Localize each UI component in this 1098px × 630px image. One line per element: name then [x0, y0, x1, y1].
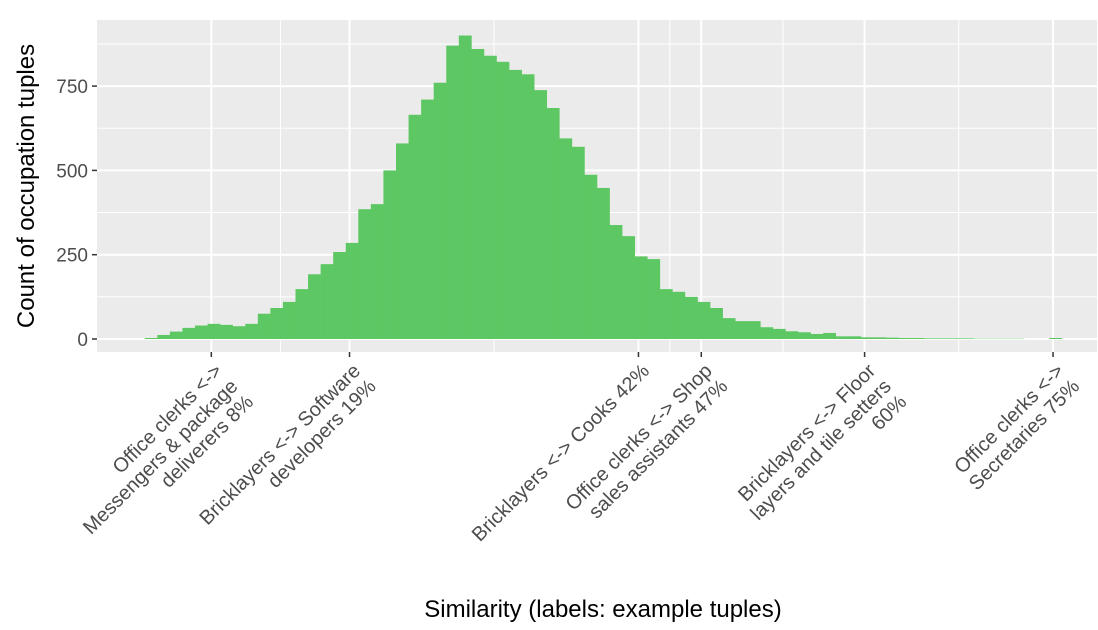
bar	[923, 338, 937, 340]
bar	[710, 307, 723, 340]
y-axis-title: Count of occupation tuples	[13, 44, 40, 328]
bar	[345, 242, 359, 340]
x-tick-label: Office clerks <-> Shopsales assistants 4…	[562, 360, 733, 531]
bar	[194, 325, 208, 340]
y-tick-label: 750	[56, 77, 88, 98]
bar	[597, 187, 610, 340]
bar	[182, 327, 196, 340]
bar	[333, 252, 347, 340]
bar	[370, 204, 384, 340]
bar	[659, 289, 673, 340]
bar	[207, 323, 221, 340]
x-tick-label: Bricklayers <-> Floorlayers and tile set…	[731, 360, 912, 541]
bar	[157, 334, 171, 340]
bar	[245, 323, 259, 340]
bar	[320, 264, 334, 340]
bar	[169, 331, 183, 340]
bar	[860, 337, 874, 340]
x-tick-label: Office clerks <->Secretaries 75%	[949, 360, 1084, 495]
bar	[1049, 338, 1063, 340]
bar	[772, 328, 786, 340]
bar	[144, 338, 158, 340]
bar	[684, 296, 698, 340]
bar	[496, 61, 510, 340]
bar	[383, 170, 397, 340]
bar	[270, 307, 284, 340]
bar	[483, 55, 497, 340]
bar	[421, 99, 434, 340]
bar	[835, 336, 849, 340]
bar	[521, 74, 535, 340]
bar	[295, 289, 309, 340]
bar	[697, 301, 711, 340]
bar	[810, 333, 824, 340]
bar	[961, 338, 975, 340]
bar	[257, 313, 271, 340]
bar	[785, 331, 799, 340]
bar	[584, 174, 598, 340]
bar	[408, 114, 422, 340]
y-tick-label: 0	[77, 330, 88, 351]
bar	[622, 236, 635, 340]
bar	[446, 45, 460, 340]
bar	[823, 332, 836, 340]
bar	[898, 338, 912, 340]
bar	[358, 209, 372, 340]
bar	[936, 338, 950, 340]
bar	[672, 291, 686, 340]
bar	[509, 69, 522, 340]
bar	[798, 332, 811, 340]
bar	[232, 326, 246, 340]
bar	[534, 90, 548, 340]
bar	[559, 138, 573, 340]
bar	[722, 318, 736, 340]
x-axis-title: Similarity (labels: example tuples)	[424, 596, 781, 623]
bar	[571, 146, 585, 340]
bar	[433, 82, 447, 340]
bar	[634, 256, 648, 340]
bar	[395, 143, 409, 340]
bar	[735, 321, 749, 340]
bar	[220, 324, 233, 340]
bar	[873, 337, 887, 340]
bar	[885, 337, 899, 340]
bar	[458, 35, 472, 340]
bar	[546, 108, 560, 340]
y-tick-label: 250	[56, 246, 88, 267]
bar	[911, 338, 924, 340]
bar	[282, 301, 296, 340]
x-tick-label: Office clerks <->Messengers & packagedel…	[64, 360, 259, 555]
bar	[647, 259, 661, 340]
bar	[760, 327, 774, 340]
bar	[848, 336, 862, 340]
y-tick-label: 500	[56, 161, 88, 182]
bar	[609, 225, 623, 340]
bar	[747, 321, 761, 340]
bar	[308, 274, 321, 340]
bar	[948, 338, 962, 340]
bar	[471, 49, 485, 340]
